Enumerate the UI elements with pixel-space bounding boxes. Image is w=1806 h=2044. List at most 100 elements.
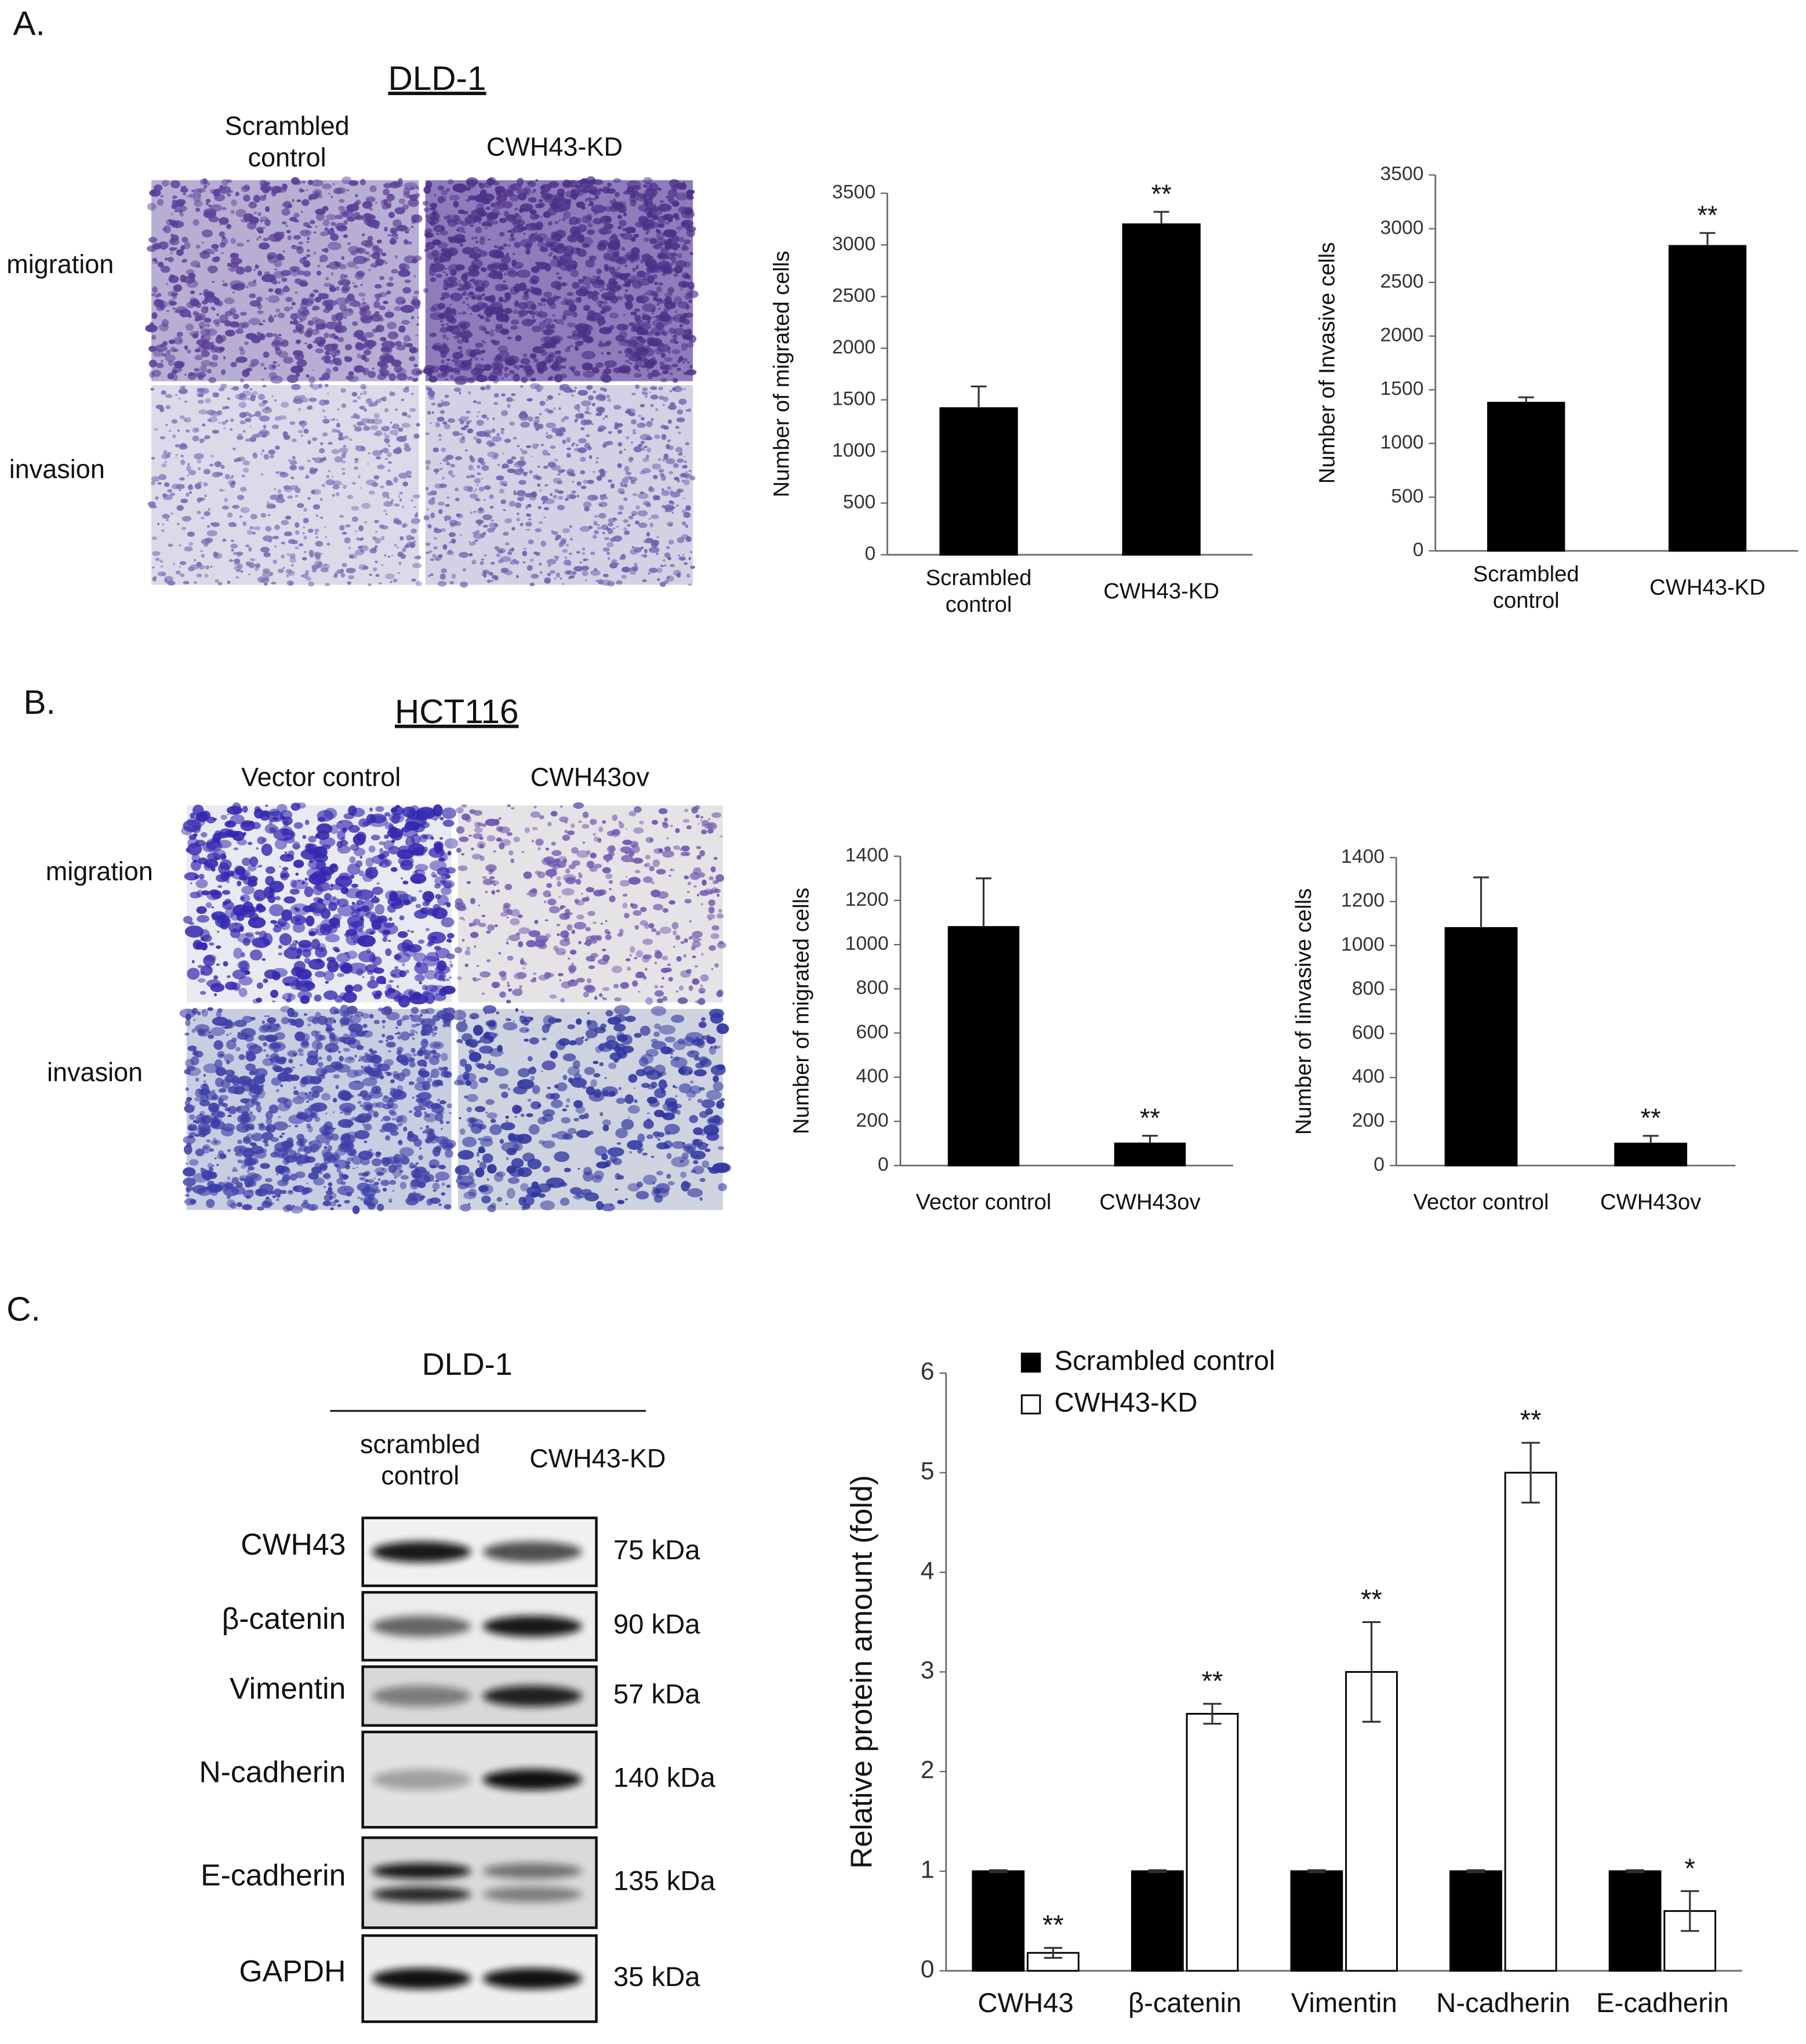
cell bbox=[521, 318, 534, 326]
cell bbox=[656, 315, 660, 317]
cell bbox=[544, 919, 548, 921]
cell bbox=[439, 462, 442, 464]
cell bbox=[603, 573, 609, 578]
cell bbox=[631, 510, 638, 515]
cell bbox=[537, 943, 547, 949]
cell bbox=[558, 220, 561, 222]
cell bbox=[667, 197, 671, 202]
cell bbox=[535, 226, 542, 231]
cell bbox=[398, 845, 410, 852]
cell bbox=[578, 409, 580, 412]
cell bbox=[427, 931, 446, 944]
cell bbox=[308, 931, 316, 936]
cell bbox=[219, 185, 223, 188]
cell bbox=[187, 349, 191, 354]
cell bbox=[651, 274, 658, 279]
cell bbox=[165, 405, 171, 409]
cell bbox=[255, 847, 259, 850]
cell bbox=[412, 494, 420, 499]
row-label: invasion bbox=[9, 455, 105, 484]
cell bbox=[166, 282, 168, 285]
cell bbox=[508, 500, 516, 507]
cell bbox=[315, 958, 322, 964]
cell bbox=[439, 253, 452, 262]
cell bbox=[420, 822, 430, 829]
cell bbox=[540, 309, 543, 312]
cell bbox=[682, 361, 685, 364]
cell bbox=[506, 999, 511, 1004]
cell bbox=[304, 475, 310, 479]
cell bbox=[262, 400, 268, 404]
cell bbox=[654, 961, 657, 964]
cell bbox=[701, 829, 707, 834]
cell bbox=[253, 194, 260, 203]
cell bbox=[659, 395, 664, 400]
cell bbox=[253, 526, 261, 531]
cell bbox=[548, 906, 560, 914]
cell bbox=[605, 295, 613, 301]
cell bbox=[658, 469, 664, 473]
cell bbox=[234, 558, 241, 564]
cell bbox=[613, 405, 622, 410]
cell bbox=[584, 419, 593, 425]
cell bbox=[199, 929, 210, 942]
cell bbox=[464, 949, 471, 956]
cell bbox=[314, 528, 319, 532]
cell bbox=[664, 818, 668, 822]
cell bbox=[205, 902, 212, 909]
cell bbox=[621, 233, 633, 240]
cell bbox=[262, 320, 266, 323]
cell bbox=[408, 310, 412, 313]
cell bbox=[708, 945, 716, 951]
cell bbox=[285, 224, 288, 227]
cell bbox=[196, 331, 199, 333]
cell bbox=[160, 266, 170, 273]
cell bbox=[390, 901, 404, 909]
cell bbox=[336, 419, 339, 421]
cell bbox=[231, 199, 237, 206]
cell bbox=[303, 507, 307, 512]
cell bbox=[239, 378, 245, 383]
cell bbox=[265, 866, 275, 874]
cell bbox=[285, 435, 289, 439]
cell bbox=[570, 249, 575, 253]
cell bbox=[359, 405, 365, 410]
cell bbox=[582, 188, 588, 194]
cell bbox=[226, 179, 232, 183]
cell bbox=[417, 939, 425, 944]
cell bbox=[449, 580, 455, 585]
cell bbox=[318, 399, 328, 406]
cell bbox=[155, 404, 163, 409]
cell bbox=[157, 292, 162, 297]
cell bbox=[626, 408, 636, 413]
cell bbox=[504, 518, 513, 524]
cell bbox=[266, 506, 268, 509]
cell bbox=[703, 823, 714, 830]
cell bbox=[298, 241, 303, 245]
cell bbox=[563, 387, 572, 393]
cell bbox=[502, 189, 514, 197]
cell bbox=[325, 981, 329, 984]
cell bbox=[502, 466, 504, 469]
cell bbox=[557, 490, 564, 494]
cell bbox=[460, 350, 462, 353]
cell bbox=[554, 319, 557, 322]
cell bbox=[246, 222, 257, 230]
cell bbox=[159, 436, 166, 440]
cell bbox=[430, 513, 435, 519]
cell bbox=[398, 263, 407, 270]
cell bbox=[518, 498, 524, 502]
cell bbox=[425, 214, 429, 219]
cell bbox=[513, 373, 520, 382]
cell bbox=[633, 565, 639, 572]
cell bbox=[383, 300, 388, 304]
cell bbox=[546, 297, 555, 306]
cell bbox=[190, 882, 192, 885]
cell bbox=[502, 357, 510, 362]
cell bbox=[475, 286, 485, 292]
cell bbox=[337, 973, 344, 978]
cell bbox=[446, 496, 450, 499]
cell bbox=[330, 233, 339, 241]
cell bbox=[384, 834, 389, 839]
